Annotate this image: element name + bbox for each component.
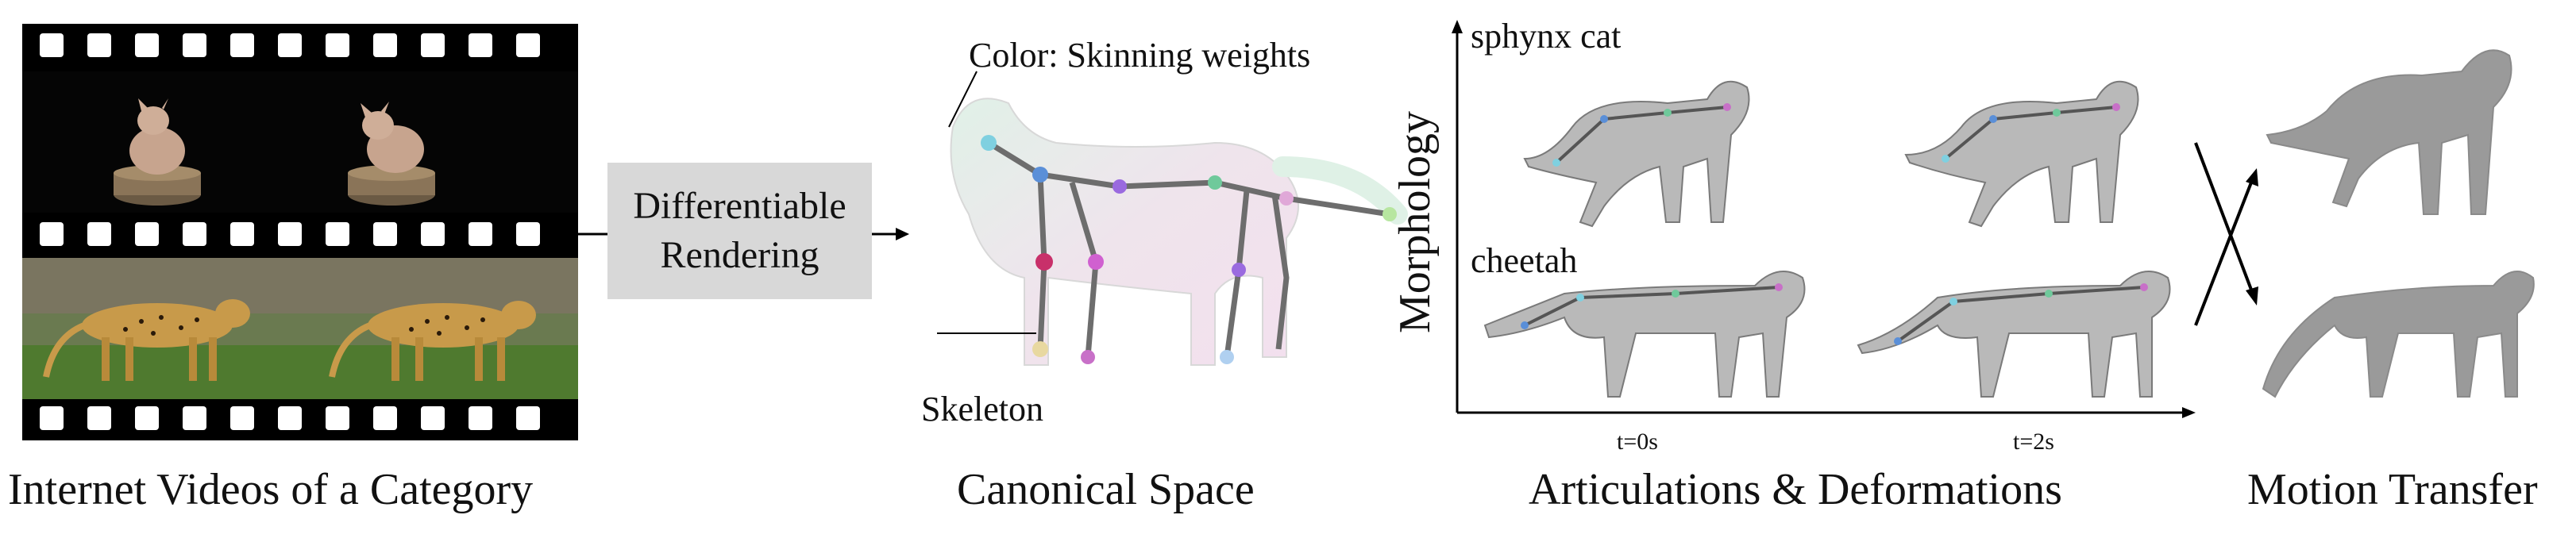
film-perforation [469,33,492,57]
time-label-0: t=0s [1617,428,1658,455]
video-frame-cat-1 [22,71,300,213]
film-perforation [278,222,302,246]
row-label-cheetah: cheetah [1471,241,1578,280]
film-perforation [40,33,64,57]
cat-in-bowl-photo [348,102,435,206]
cheetah-mesh-t0 [1483,271,1806,398]
film-perforation [135,406,159,430]
film-perforation [516,222,540,246]
film-perforation [40,222,64,246]
differentiable-rendering-box: Differentiable Rendering [607,163,872,299]
film-perforation [326,406,349,430]
film-perforation [230,33,254,57]
cheetah-photo [22,258,300,399]
film-perforation [516,406,540,430]
film-perforation [87,222,111,246]
film-perforation [230,222,254,246]
film-perforation [326,33,349,57]
caption-articulations: Articulations & Deformations [1529,465,2062,514]
transfer-mesh-bottom [2262,271,2535,398]
film-strip [22,24,578,440]
transfer-mesh-top [2266,49,2512,215]
film-perforation [421,33,445,57]
video-frame-cheetah-1 [22,258,300,399]
film-perforation [40,406,64,430]
film-perforation [469,406,492,430]
row-label-sphynx: sphynx cat [1471,17,1622,56]
canonical-cat-mesh [950,98,1408,366]
caption-internet-videos: Internet Videos of a Category [8,465,534,514]
film-perforation [278,406,302,430]
video-frame-cheetah-2 [300,258,578,399]
film-perforation [373,406,397,430]
cheetah-mesh-t2 [1857,271,2171,398]
film-perforation [373,222,397,246]
film-perforation [421,406,445,430]
time-label-2: t=2s [2013,428,2054,455]
film-perforation [278,33,302,57]
skinning-weights-label: Color: Skinning weights [969,36,1311,75]
cat-in-bowl-photo [114,98,201,206]
skeleton-label: Skeleton [921,390,1043,428]
cheetah-photo [300,258,578,399]
film-perforation [516,33,540,57]
film-perforation [135,222,159,246]
film-perforation [230,406,254,430]
film-perforation [183,33,206,57]
video-frame-cat-2 [300,71,578,213]
box-line-1: Differentiable [633,184,846,227]
film-perforation [135,33,159,57]
sphynx-mesh-t0 [1523,80,1750,228]
caption-canonical-space: Canonical Space [957,465,1255,514]
film-perforation [469,222,492,246]
film-perforation [373,33,397,57]
film-perforation [183,406,206,430]
film-perforation [183,222,206,246]
box-line-2: Rendering [660,234,819,276]
film-perforation [421,222,445,246]
film-perforation [87,33,111,57]
film-perforation [326,222,349,246]
caption-motion-transfer: Motion Transfer [2247,465,2538,514]
sphynx-mesh-t2 [1904,80,2139,228]
film-perforation [87,406,111,430]
